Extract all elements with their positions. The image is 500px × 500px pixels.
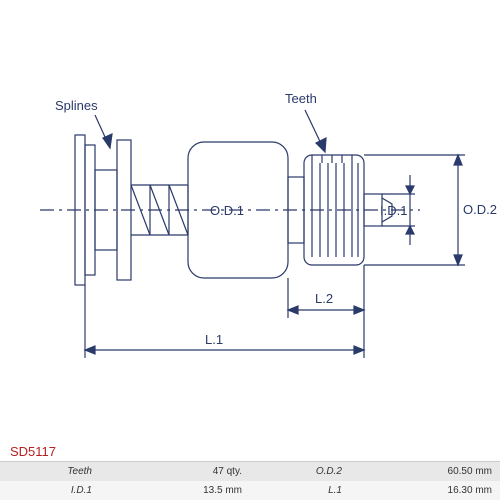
label-l2: L.2 <box>315 291 333 306</box>
label-id1: I.D.1 <box>380 203 407 218</box>
label-splines: Splines <box>55 98 98 113</box>
spec-value: 60.50 mm <box>350 462 500 481</box>
table-row: I.D.1 13.5 mm L.1 16.30 mm <box>0 481 500 500</box>
table-row: Teeth 47 qty. O.D.2 60.50 mm <box>0 462 500 481</box>
label-teeth: Teeth <box>285 91 317 106</box>
spec-value: 13.5 mm <box>100 481 250 500</box>
spec-value: 16.30 mm <box>350 481 500 500</box>
spec-value: 47 qty. <box>100 462 250 481</box>
label-od2: O.D.2 <box>463 202 497 217</box>
label-od1: O.D.1 <box>210 203 244 218</box>
spec-label: L.1 <box>250 481 350 500</box>
spec-label: I.D.1 <box>0 481 100 500</box>
spec-label: O.D.2 <box>250 462 350 481</box>
spec-label: Teeth <box>0 462 100 481</box>
spec-table-area: SD5117 Teeth 47 qty. O.D.2 60.50 mm I.D.… <box>0 440 500 500</box>
part-number: SD5117 <box>0 440 500 462</box>
spec-table: Teeth 47 qty. O.D.2 60.50 mm I.D.1 13.5 … <box>0 462 500 500</box>
label-l1: L.1 <box>205 332 223 347</box>
technical-diagram: Splines Teeth O.D.1 I.D.1 O.D.2 L.2 L.1 <box>0 0 500 390</box>
